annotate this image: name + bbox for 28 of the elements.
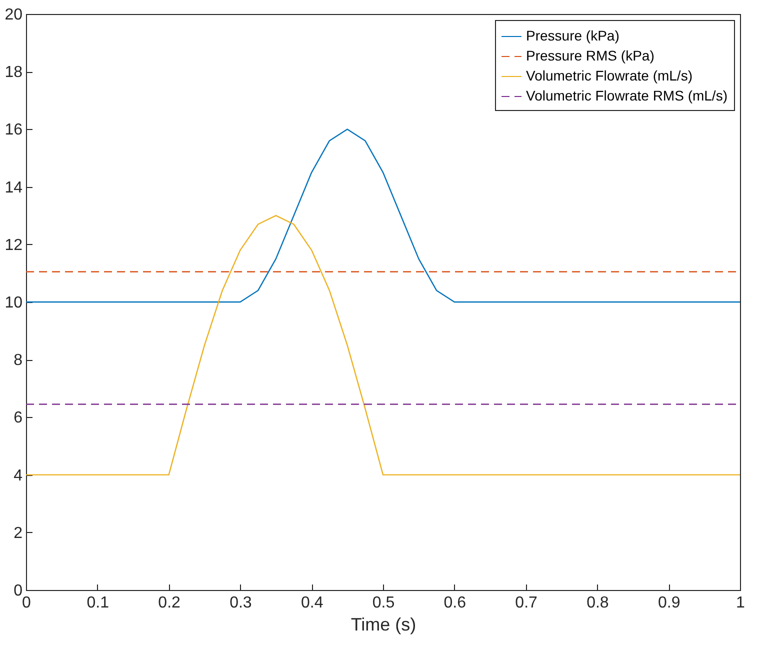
- x-axis-title: Time (s): [350, 614, 416, 634]
- y-tick-label: 12: [4, 236, 23, 254]
- x-tick-label: 0.5: [372, 594, 395, 612]
- x-tick-label: 1: [736, 594, 746, 612]
- legend-label: Pressure (kPa): [526, 28, 620, 44]
- x-tick-label: 0.3: [230, 594, 252, 612]
- x-tick-label: 0.6: [444, 594, 466, 612]
- legend-label: Volumetric Flowrate RMS (mL/s): [526, 88, 728, 104]
- y-tick-label: 18: [4, 64, 23, 82]
- y-tick-label: 4: [14, 467, 23, 484]
- line-series: [25, 128, 741, 303]
- y-tick-label: 14: [4, 179, 23, 196]
- y-tick-label: 8: [14, 352, 23, 370]
- y-tick-label: 0: [14, 582, 23, 600]
- y-tick-label: 16: [4, 122, 23, 139]
- y-tick-label: 20: [4, 6, 23, 24]
- x-tick-label: 0.2: [158, 594, 181, 612]
- legend-label: Pressure RMS (kPa): [526, 48, 654, 64]
- x-tick-label: 0.9: [658, 594, 680, 612]
- legend-label: Volumetric Flowrate (mL/s): [526, 68, 692, 84]
- y-tick-label: 6: [14, 410, 23, 427]
- y-tick-label: 2: [14, 524, 23, 542]
- y-tick-label: 10: [4, 294, 23, 312]
- x-tick-label: 0.1: [86, 594, 110, 612]
- x-tick-label: 0.4: [300, 594, 324, 612]
- x-tick-label: 0.8: [586, 594, 609, 612]
- x-tick-label: 0.7: [515, 594, 538, 612]
- line-series: [25, 215, 741, 476]
